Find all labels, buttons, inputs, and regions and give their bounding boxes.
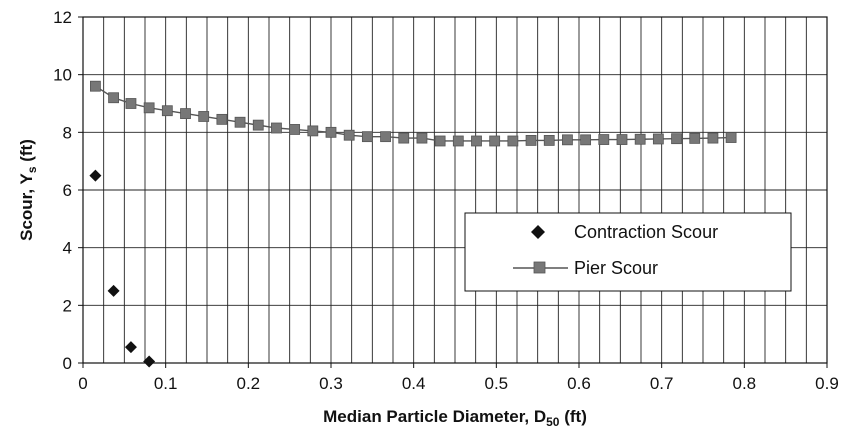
x-tick-label: 0.1 — [154, 374, 178, 393]
x-tick-label: 0.9 — [815, 374, 839, 393]
pier-point — [598, 134, 610, 145]
y-tick-label: 10 — [53, 66, 72, 85]
pier-point — [90, 80, 101, 92]
series-0 — [89, 169, 156, 368]
pier-point — [180, 108, 191, 119]
x-tick-label: 0.5 — [485, 374, 509, 393]
contraction-point — [107, 284, 120, 297]
contraction-point — [89, 169, 102, 182]
y-axis-title-suffix: (ft) — [17, 139, 36, 166]
pier-point — [198, 111, 210, 122]
y-tick-label: 4 — [63, 239, 72, 258]
contraction-point — [143, 355, 156, 368]
pier-point — [634, 133, 646, 145]
pier-point — [216, 113, 228, 125]
pier-point — [271, 122, 282, 134]
x-tick-label: 0.4 — [402, 374, 426, 393]
legend-pier-label: Pier Scour — [574, 258, 658, 278]
legend-contraction-marker — [531, 225, 545, 239]
pier-point — [361, 131, 373, 143]
pier-point — [125, 98, 137, 109]
y-axis-title-sub: s — [25, 166, 39, 173]
pier-point — [507, 135, 519, 147]
x-tick-label: 0.2 — [237, 374, 261, 393]
y-tick-label: 12 — [53, 8, 72, 27]
pier-point — [325, 126, 337, 138]
pier-point — [380, 131, 391, 143]
pier-point — [689, 132, 701, 144]
x-tick-label: 0 — [78, 374, 87, 393]
pier-point — [562, 134, 573, 146]
legend-pier-marker — [533, 261, 546, 274]
pier-point — [108, 92, 119, 104]
x-axis-title: Median Particle Diameter, D50 (ft) — [323, 407, 587, 429]
pier-point — [434, 135, 446, 147]
pier-point — [143, 102, 155, 114]
pier-point — [307, 125, 319, 137]
x-tick-labels: 0 0.1 0.2 0.3 0.4 0.5 0.6 0.7 0.8 0.9 — [78, 363, 839, 393]
pier-point — [471, 135, 482, 147]
pier-point — [671, 133, 682, 145]
pier-point — [161, 105, 173, 117]
pier-point — [452, 135, 464, 147]
x-tick-label: 0.7 — [650, 374, 674, 393]
legend-box — [464, 212, 792, 292]
x-tick-label: 0.8 — [733, 374, 757, 393]
pier-point — [234, 116, 246, 128]
y-axis-title: Scour, Ys (ft) — [17, 139, 39, 241]
x-axis-title-main: Median Particle Diameter, D — [323, 407, 546, 426]
pier-point — [289, 124, 301, 135]
series-1 — [90, 80, 737, 147]
x-tick-label: 0.6 — [567, 374, 591, 393]
legend: Contraction Scour Pier Scour — [464, 212, 792, 292]
x-axis-title-sub: 50 — [546, 415, 560, 429]
pier-point — [580, 134, 592, 146]
pier-point — [525, 135, 537, 146]
y-tick-labels: 0 2 4 6 8 10 12 — [53, 8, 83, 373]
pier-point — [489, 135, 501, 147]
y-tick-label: 2 — [63, 296, 72, 315]
pier-point — [616, 134, 628, 145]
grid-lines — [83, 17, 827, 363]
pier-point — [252, 119, 264, 131]
pier-point — [707, 132, 719, 144]
contraction-point — [124, 341, 137, 354]
y-tick-label: 6 — [63, 181, 72, 200]
y-axis-title-main: Scour, Y — [17, 173, 36, 241]
x-axis-title-suffix: (ft) — [559, 407, 586, 426]
y-tick-label: 0 — [63, 354, 72, 373]
pier-point — [725, 132, 737, 143]
series-layer — [89, 80, 737, 368]
pier-point — [416, 132, 428, 144]
pier-point — [398, 132, 410, 144]
pier-point — [652, 133, 664, 145]
pier-point — [543, 135, 555, 146]
pier-point — [343, 129, 355, 141]
legend-contraction-label: Contraction Scour — [574, 222, 718, 242]
y-tick-label: 8 — [63, 123, 72, 142]
x-tick-label: 0.3 — [319, 374, 343, 393]
